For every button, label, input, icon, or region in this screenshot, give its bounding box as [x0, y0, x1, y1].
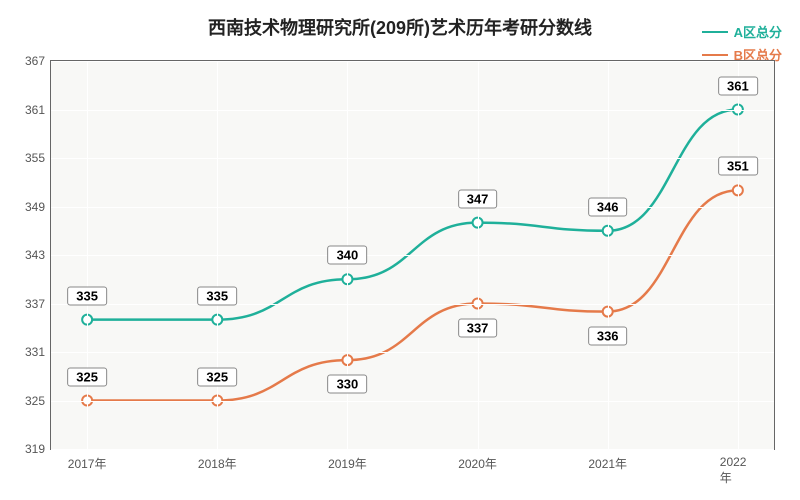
- x-tick-label: 2019年: [328, 449, 367, 472]
- y-tick-label: 331: [25, 345, 51, 359]
- x-tick-label: 2022年: [720, 449, 756, 486]
- data-label: 337: [458, 318, 498, 337]
- grid-line-v: [87, 61, 88, 449]
- series-line: [87, 110, 738, 320]
- data-label: 335: [67, 286, 107, 305]
- legend-swatch-b: [702, 54, 728, 56]
- grid-line-h: [51, 158, 774, 159]
- y-tick-label: 349: [25, 200, 51, 214]
- data-label: 335: [197, 286, 237, 305]
- data-label: 336: [588, 326, 628, 345]
- y-tick-label: 325: [25, 394, 51, 408]
- y-tick-label: 355: [25, 151, 51, 165]
- x-tick-label: 2020年: [458, 449, 497, 472]
- grid-line-h: [51, 449, 774, 450]
- series-line: [87, 190, 738, 400]
- y-tick-label: 361: [25, 103, 51, 117]
- y-tick-label: 343: [25, 248, 51, 262]
- y-tick-label: 319: [25, 442, 51, 456]
- data-label: 330: [328, 375, 368, 394]
- data-label: 325: [197, 367, 237, 386]
- grid-line-h: [51, 352, 774, 353]
- grid-line-h: [51, 110, 774, 111]
- data-label: 325: [67, 367, 107, 386]
- x-tick-label: 2018年: [198, 449, 237, 472]
- x-tick-label: 2017年: [68, 449, 107, 472]
- legend-swatch-a: [702, 31, 728, 33]
- grid-line-h: [51, 61, 774, 62]
- grid-line-v: [738, 61, 739, 449]
- x-tick-label: 2021年: [588, 449, 627, 472]
- data-label: 347: [458, 189, 498, 208]
- data-label: 340: [328, 246, 368, 265]
- grid-line-h: [51, 304, 774, 305]
- grid-line-v: [478, 61, 479, 449]
- legend-item-a: A区总分: [702, 22, 782, 41]
- plot-area: 3193253313373433493553613672017年2018年201…: [50, 60, 775, 450]
- y-tick-label: 337: [25, 297, 51, 311]
- data-label: 351: [718, 157, 758, 176]
- chart-container: 西南技术物理研究所(209所)艺术历年考研分数线 A区总分 B区总分 31932…: [0, 0, 800, 500]
- grid-line-v: [608, 61, 609, 449]
- legend-label-a: A区总分: [734, 22, 782, 41]
- chart-title: 西南技术物理研究所(209所)艺术历年考研分数线: [0, 14, 800, 40]
- grid-line-h: [51, 207, 774, 208]
- y-tick-label: 367: [25, 54, 51, 68]
- data-label: 361: [718, 76, 758, 95]
- grid-line-h: [51, 401, 774, 402]
- data-label: 346: [588, 197, 628, 216]
- grid-line-v: [217, 61, 218, 449]
- grid-line-h: [51, 255, 774, 256]
